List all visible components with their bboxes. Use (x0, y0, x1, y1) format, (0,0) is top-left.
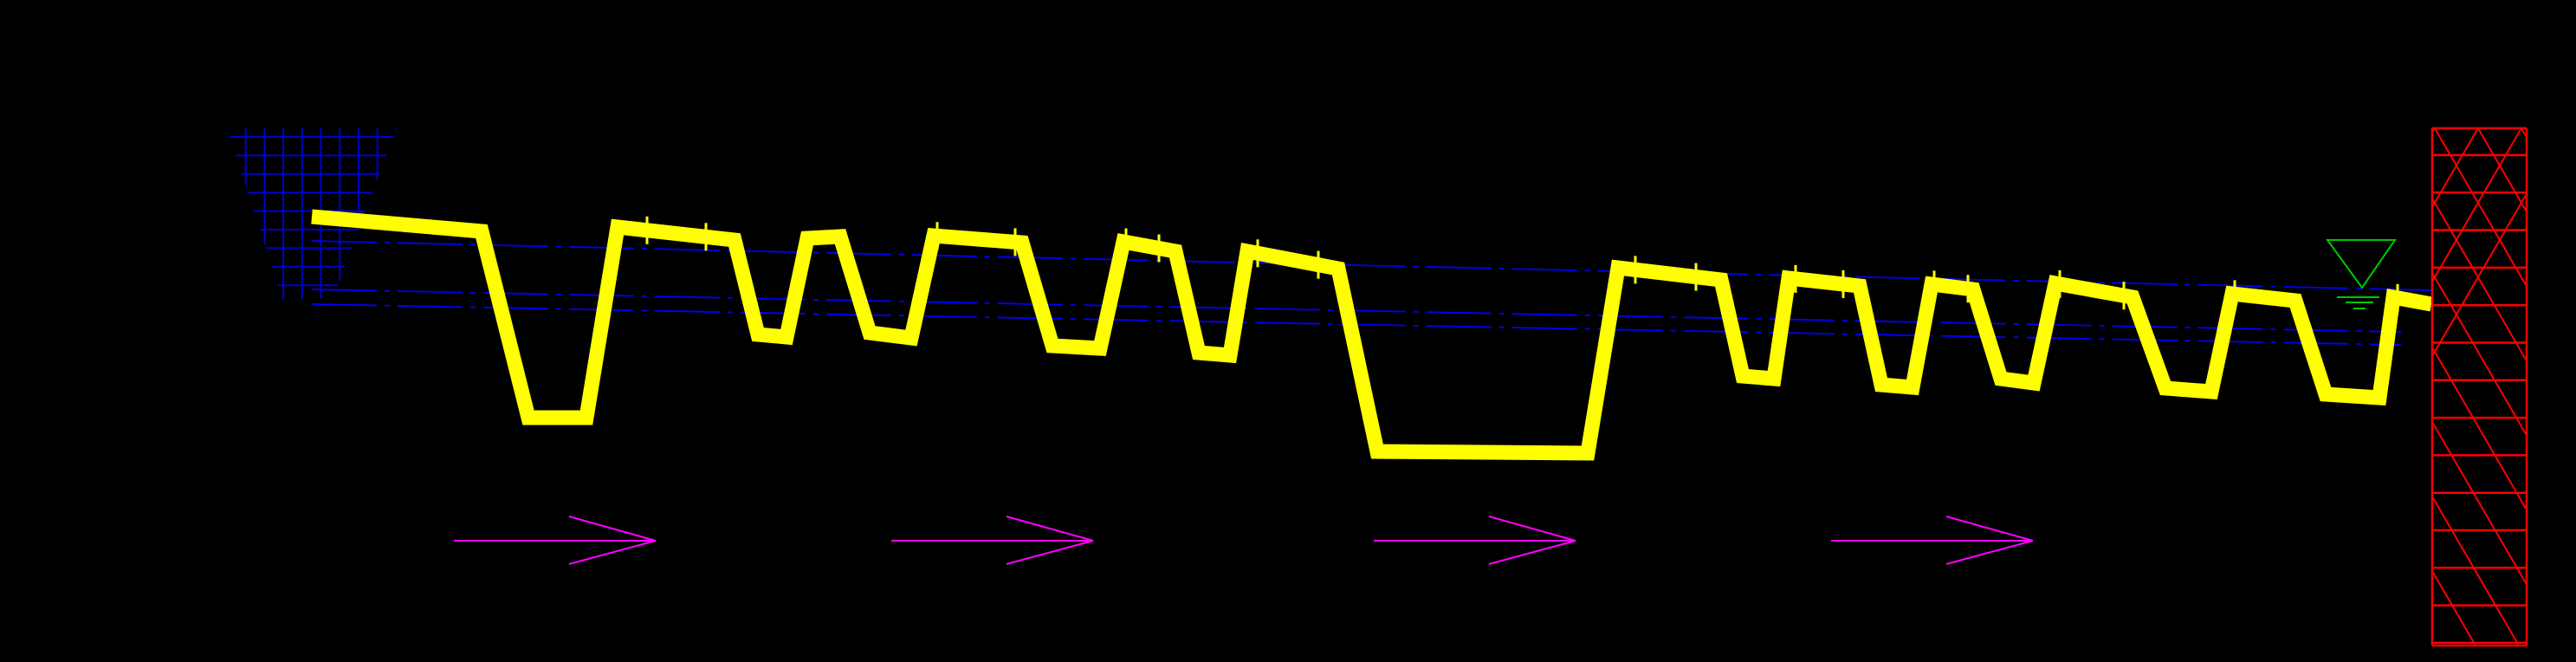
rock-hatch-wall[interactable] (1788, 127, 2576, 647)
flow-direction-arrows (454, 516, 2034, 565)
rock-hatch-rows (2432, 127, 2527, 647)
station-tick-marks (645, 216, 2399, 312)
rock-wall-edges (2430, 128, 2528, 646)
flow-arrow-icon[interactable] (1831, 516, 2034, 565)
channel-bed-profile-line[interactable] (311, 209, 2433, 461)
rock-hatch-diagonals (2432, 128, 2527, 646)
flow-arrow-icon[interactable] (1374, 516, 1576, 565)
water-level-triangle-icon (2326, 239, 2397, 289)
flow-arrow-icon[interactable] (454, 516, 657, 565)
flow-arrow-icon[interactable] (891, 516, 1094, 565)
water-level-icon[interactable] (2326, 239, 2397, 309)
